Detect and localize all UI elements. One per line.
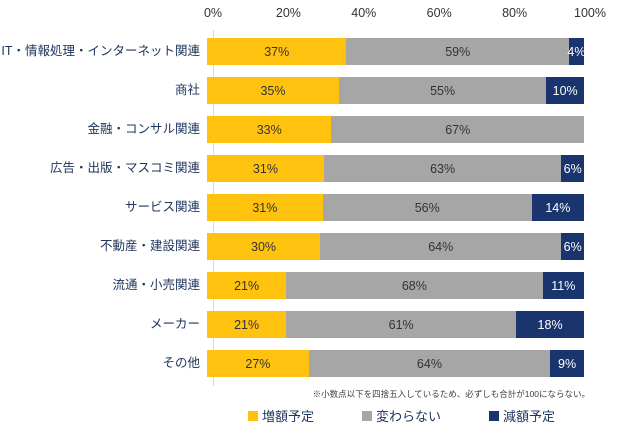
bar-track: 31% 56% 14% — [207, 194, 584, 221]
bar-value-label: 11% — [551, 278, 576, 293]
bar-segment: 67% — [331, 116, 584, 143]
bar-value-label: 37% — [264, 44, 290, 59]
bar-segment: 18% — [516, 311, 584, 338]
bar-value-label: 55% — [430, 83, 456, 98]
bar-segment: 9% — [550, 350, 585, 377]
legend: 増額予定 変わらない 減額予定 — [213, 406, 590, 425]
bar-track: 37% 59% 4% — [207, 38, 586, 65]
category-label: IT・情報処理・インターネット関連 — [1, 44, 200, 58]
x-axis-tick: 100% — [574, 6, 606, 20]
bar-value-label: 64% — [416, 356, 442, 371]
bar-value-label: 4% — [567, 44, 586, 59]
bar-value-label: 10% — [552, 83, 578, 98]
chart-row: その他 27% 64% 9% — [0, 350, 590, 377]
category-label: 流通・小売関連 — [112, 278, 200, 292]
bar-value-label: 27% — [245, 356, 271, 371]
bar-value-label: 6% — [563, 161, 582, 176]
bar-segment: 31% — [207, 194, 323, 221]
bar-track: 30% 64% 6% — [207, 233, 584, 260]
bar-segment: 63% — [323, 155, 562, 182]
bar-value-label: 35% — [260, 83, 286, 98]
category-label: 商社 — [174, 83, 200, 97]
legend-item: 変わらない — [361, 406, 441, 425]
bar-segment: 37% — [207, 38, 347, 65]
bar-segment: 21% — [207, 311, 287, 338]
category-label: サービス関連 — [124, 200, 200, 214]
bar-value-label: 56% — [414, 200, 440, 215]
x-axis-tick: 80% — [502, 6, 528, 20]
bar-track: 21% 68% 11% — [207, 272, 584, 299]
legend-label: 減額予定 — [503, 409, 556, 424]
legend-swatch — [489, 410, 499, 421]
x-axis-tick: 40% — [351, 6, 377, 20]
bar-value-label: 59% — [445, 44, 471, 59]
bar-segment: 33% — [207, 116, 332, 143]
x-axis-tick: 20% — [275, 6, 301, 20]
chart-row: 不動産・建設関連 30% 64% 6% — [0, 233, 590, 260]
bar-segment: 64% — [308, 350, 551, 377]
legend-item: 減額予定 — [489, 406, 555, 425]
bar-segment: 21% — [207, 272, 287, 299]
bar-value-label: 64% — [428, 239, 454, 254]
legend-label: 増額予定 — [261, 409, 314, 424]
bar-segment: 10% — [546, 77, 584, 104]
x-axis-tick: 60% — [426, 6, 452, 20]
legend-item: 増額予定 — [247, 406, 314, 425]
bar-value-label: 67% — [445, 122, 471, 137]
bar-segment: 61% — [286, 311, 517, 338]
bar-track: 35% 55% 10% — [207, 77, 584, 104]
chart-row: 商社 35% 55% 10% — [0, 77, 590, 104]
bar-segment: 59% — [346, 38, 569, 65]
chart-row: 金融・コンサル関連 33% 67% — [0, 116, 590, 143]
category-label: 広告・出版・マスコミ関連 — [49, 161, 200, 175]
bar-track: 31% 63% 6% — [207, 155, 585, 182]
x-axis-tick: 0% — [203, 6, 223, 20]
bar-segment: 31% — [207, 155, 324, 182]
bar-value-label: 14% — [545, 200, 571, 215]
chart-row: IT・情報処理・インターネット関連 37% 59% 4% — [0, 38, 590, 65]
bar-segment: 64% — [320, 233, 562, 260]
bar-segment: 55% — [338, 77, 547, 104]
bar-value-label: 33% — [256, 122, 282, 137]
chart-footnote: ※小数点以下を四捨五入しているため、必ずしも合計が100にならない。 — [312, 389, 590, 399]
category-label: 不動産・建設関連 — [99, 239, 200, 253]
bar-segment: 30% — [207, 233, 321, 260]
chart-row: 流通・小売関連 21% 68% 11% — [0, 272, 590, 299]
bar-segment: 35% — [207, 77, 339, 104]
bar-segment: 6% — [561, 155, 585, 182]
bar-value-label: 63% — [430, 161, 456, 176]
bar-segment: 14% — [531, 194, 584, 221]
legend-swatch — [247, 410, 258, 421]
legend-label: 変わらない — [375, 409, 441, 424]
bar-segment: 11% — [542, 272, 584, 299]
bar-segment: 56% — [322, 194, 532, 221]
bar-value-label: 31% — [252, 200, 278, 215]
bar-value-label: 21% — [234, 317, 260, 332]
category-label: メーカー — [149, 317, 200, 331]
bar-value-label: 30% — [251, 239, 277, 254]
category-label: その他 — [162, 356, 200, 370]
bar-track: 27% 64% 9% — [207, 350, 585, 377]
bar-value-label: 9% — [558, 356, 577, 371]
bar-value-label: 68% — [401, 278, 427, 293]
bar-value-label: 31% — [252, 161, 278, 176]
bar-track: 33% 67% — [207, 116, 584, 143]
bar-segment: 6% — [561, 233, 584, 260]
chart-row: 広告・出版・マスコミ関連 31% 63% 6% — [0, 155, 590, 182]
category-label: 金融・コンサル関連 — [87, 122, 200, 136]
bar-segment: 68% — [286, 272, 543, 299]
bar-value-label: 61% — [388, 317, 414, 332]
bar-track: 21% 61% 18% — [207, 311, 584, 338]
x-axis: 0% 20% 40% 60% 80% 100% — [0, 6, 621, 24]
bar-value-label: 18% — [537, 317, 563, 332]
chart-row: サービス関連 31% 56% 14% — [0, 194, 590, 221]
legend-swatch — [361, 410, 372, 421]
chart-row: メーカー 21% 61% 18% — [0, 311, 590, 338]
bar-value-label: 6% — [563, 239, 582, 254]
bar-segment: 27% — [207, 350, 309, 377]
bar-value-label: 21% — [234, 278, 260, 293]
bar-segment: 4% — [567, 38, 586, 65]
